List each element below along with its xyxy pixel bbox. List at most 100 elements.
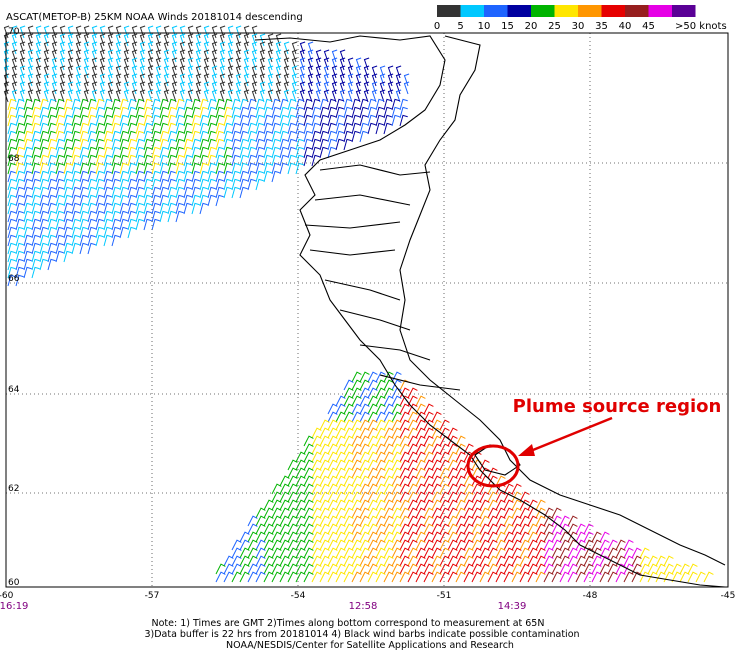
wind-barb [63,186,72,199]
wind-barb [279,162,288,175]
wind-barb [263,170,272,183]
wind-barb [143,146,152,159]
wind-barb [423,515,434,527]
wind-barb [327,555,338,567]
wind-barb [431,427,442,439]
wind-barb [311,98,320,111]
wind-barb [439,491,450,503]
wind-barb [319,122,328,135]
wind-barb [359,419,370,431]
wind-barb [7,226,16,239]
wind-barb [103,234,112,247]
legend-swatch [625,5,649,17]
wind-barb [327,523,338,535]
wind-barb [599,547,610,559]
wind-barb [391,515,402,527]
wind-barb [55,210,64,223]
wind-barb [423,435,434,447]
wind-barb [255,98,264,111]
wind-barb [95,194,104,207]
wind-barb [375,507,386,519]
wind-barb [375,523,386,535]
wind-barb [567,531,578,543]
wind-barb [199,114,208,127]
wind-barb [47,138,56,151]
wind-barb [279,114,288,127]
wind-barb [175,106,184,119]
wind-barb [511,507,522,519]
wind-barb [111,178,120,191]
wind-barb [183,98,192,111]
wind-barb [423,475,434,487]
wind-barb [479,531,490,543]
wind-barb [295,491,306,503]
wind-barb [87,202,96,215]
wind-barb [23,146,32,159]
wind-barb [359,451,370,463]
wind-barb [351,483,362,495]
wind-barb [359,122,368,135]
wind-barb [367,475,378,487]
wind-barb [495,515,506,527]
wind-barb [359,539,370,551]
wind-barb [31,114,40,127]
arrow-head [518,444,535,456]
wind-barb [543,507,554,519]
wind-barb [111,98,120,111]
wind-barb [335,122,344,135]
wind-barb [319,523,330,535]
wind-barb [431,491,442,503]
legend-label: 30 [572,21,585,32]
wind-barb [151,218,160,231]
wind-barb [239,563,250,575]
wind-barb [283,89,290,103]
wind-barb [167,194,176,207]
wind-barb [415,475,426,487]
wind-barb [431,507,442,519]
wind-barb [367,563,378,575]
wind-barb [351,114,360,127]
wind-barb [463,523,474,535]
wind-barb [271,515,282,527]
wind-barb [479,491,490,503]
wind-barb [31,138,40,151]
wind-barb [71,178,80,191]
wind-barb [23,130,32,143]
wind-barb [339,89,346,103]
wind-barb [203,89,210,103]
wind-barb [71,170,80,183]
wind-barb [191,130,200,143]
wind-barb [135,162,144,175]
wind-barb [271,555,282,567]
wind-barb [287,499,298,511]
wind-barb [327,138,336,151]
wind-barb [423,451,434,463]
wind-barb [151,202,160,215]
wind-barb [351,106,360,119]
wind-barb [375,475,386,487]
wind-barb [479,555,490,567]
wind-barb [215,138,224,151]
wind-barb [551,555,562,567]
wind-barb [31,194,40,207]
wind-barb [167,114,176,127]
wind-barb [423,403,434,415]
wind-barb [239,122,248,135]
wind-barb [303,114,312,127]
legend-label: 45 [642,21,655,32]
wind-barb [439,483,450,495]
wind-barb [15,138,24,151]
wind-barb [95,202,104,215]
wind-barb [351,395,362,407]
wind-barb [239,138,248,151]
wind-barb [335,443,346,455]
wind-barb [375,411,386,423]
wind-barb [315,89,322,103]
wind-barb [503,531,514,543]
wind-barb [55,114,64,127]
wind-barb [303,515,314,527]
wind-barb [287,547,298,559]
wind-barb [391,523,402,535]
wind-barb [391,555,402,567]
wind-barb [543,547,554,559]
